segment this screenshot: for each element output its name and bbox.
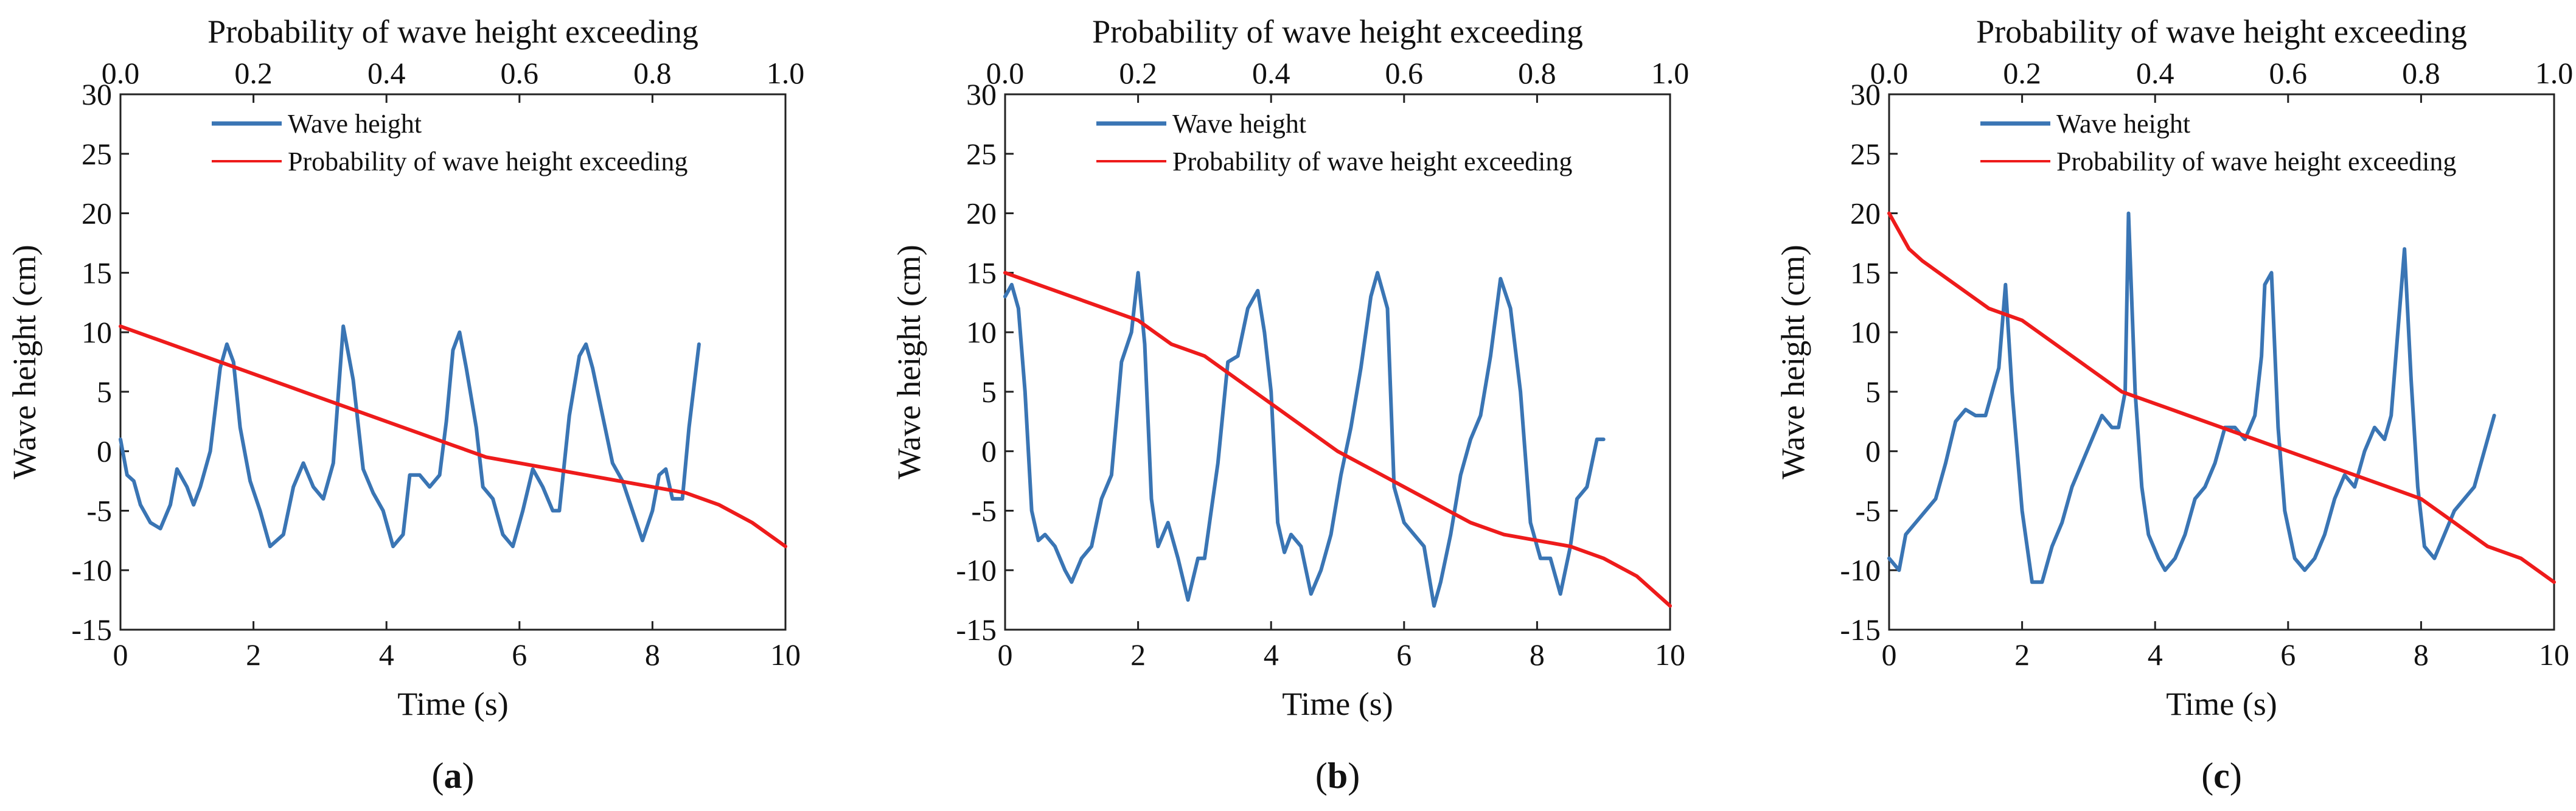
top-x-axis-title: Probability of wave height exceeding [1976,13,2467,50]
x-tick-label: 10 [1655,638,1685,672]
top-x-tick-label: 0.0 [1870,56,1909,90]
top-x-tick-label: 0.8 [633,56,672,90]
panel-label: (a) [432,756,475,796]
y-tick-label: 15 [966,256,997,290]
x-tick-label: 8 [1530,638,1545,672]
y-tick-label: 0 [981,434,997,468]
probability-line [1887,211,2556,584]
panel-a: 0 2 4 6 8 10 0.0 0.2 0.4 0.6 0.8 1.0 -15 -10 -5 0 5 10 15 2… [6,13,804,796]
wave-height-line [1003,271,1606,608]
top-x-tick-label: 0.6 [2269,56,2308,90]
x-tick-label: 6 [512,638,527,672]
wave-height-line [119,324,701,549]
x-tick-label: 10 [770,638,801,672]
y-tick-label: 5 [97,375,112,409]
y-tick-label: 10 [966,315,997,349]
y-tick-label: 20 [82,197,112,231]
legend-label: Wave height [1172,109,1306,139]
y-tick-label: -10 [956,553,997,587]
y-tick-label: 20 [1850,197,1881,231]
x-axis-title: Time (s) [2166,686,2277,722]
probability-line [119,324,787,549]
top-x-tick-label: 0.6 [1385,56,1424,90]
x-tick-label: 10 [2539,638,2569,672]
y-tick-label: -15 [1840,613,1881,647]
top-x-tick-label: 0.0 [102,56,140,90]
top-x-tick-label: 0.0 [986,56,1025,90]
y-axis-title: Wave height (cm) [6,245,43,479]
y-tick-label: -15 [71,613,112,647]
y-tick-label: 10 [82,315,112,349]
x-tick-label: 4 [379,638,394,672]
plot-frame [1004,93,1671,631]
top-x-axis-title: Probability of wave height exceeding [207,13,698,50]
y-tick-label: 15 [1850,256,1881,290]
y-tick-label: -5 [971,493,997,527]
y-tick-label: 25 [1850,137,1881,171]
panel-label: (c) [2201,756,2242,796]
x-tick-label: 0 [113,638,128,672]
top-x-tick-label: 1.0 [1651,56,1690,90]
y-tick-label: 5 [1865,375,1881,409]
legend-label: Wave height [288,109,422,139]
x-tick-label: 8 [2414,638,2429,672]
y-tick-label: 15 [82,256,112,290]
legend-label: Probability of wave height exceeding [2056,147,2456,176]
top-x-tick-label: 0.2 [234,56,273,90]
top-x-tick-label: 0.8 [1518,56,1556,90]
y-axis-title: Wave height (cm) [891,245,927,479]
x-axis-title: Time (s) [397,686,509,722]
y-tick-label: -5 [86,493,112,527]
top-x-tick-label: 0.2 [1119,56,1157,90]
top-x-tick-label: 0.2 [2003,56,2041,90]
y-tick-label: 25 [966,137,997,171]
y-tick-label: 20 [966,197,997,231]
top-x-tick-label: 0.4 [2136,56,2174,90]
y-tick-label: 30 [82,77,112,111]
x-tick-label: 6 [1396,638,1412,672]
legend-label: Wave height [2056,109,2190,139]
plot-frame [1888,93,2555,631]
x-tick-label: 2 [246,638,261,672]
panel-b: 0 2 4 6 8 10 0.0 0.2 0.4 0.6 0.8 1.0 -15 -10 -5 0 5 10 15 2… [891,13,1689,796]
x-tick-label: 2 [2014,638,2030,672]
top-x-tick-label: 0.8 [2402,56,2440,90]
probability-line [1003,271,1672,608]
top-x-axis-title: Probability of wave height exceeding [1092,13,1583,50]
y-tick-label: 25 [82,137,112,171]
plot-frame [119,93,787,631]
legend-label: Probability of wave height exceeding [288,147,688,176]
top-x-tick-label: 1.0 [2535,56,2574,90]
y-tick-label: 30 [1850,77,1881,111]
top-x-tick-label: 0.4 [367,56,406,90]
legend-label: Probability of wave height exceeding [1172,147,1572,176]
y-tick-label: 10 [1850,315,1881,349]
y-tick-label: 0 [97,434,112,468]
y-tick-label: 5 [981,375,997,409]
wave-height-line [1887,211,2496,584]
panel-c: 0 2 4 6 8 10 0.0 0.2 0.4 0.6 0.8 1.0 -15 -10 -5 0 5 10 15 2… [1775,13,2573,796]
y-tick-label: -5 [1855,493,1881,527]
x-tick-label: 0 [1882,638,1897,672]
top-x-tick-label: 0.6 [501,56,539,90]
x-axis-title: Time (s) [1282,686,1393,722]
x-tick-label: 6 [2280,638,2296,672]
top-x-tick-label: 1.0 [767,56,805,90]
y-axis-title: Wave height (cm) [1775,245,1811,479]
panel-label: (b) [1315,756,1360,796]
y-tick-label: -15 [956,613,997,647]
x-tick-label: 2 [1130,638,1146,672]
y-tick-label: -10 [71,553,112,587]
x-tick-label: 4 [2148,638,2163,672]
x-tick-label: 4 [1264,638,1279,672]
top-x-tick-label: 0.4 [1252,56,1290,90]
y-tick-label: 30 [966,77,997,111]
y-tick-label: -10 [1840,553,1881,587]
y-tick-label: 0 [1865,434,1881,468]
x-tick-label: 8 [645,638,660,672]
x-tick-label: 0 [998,638,1013,672]
